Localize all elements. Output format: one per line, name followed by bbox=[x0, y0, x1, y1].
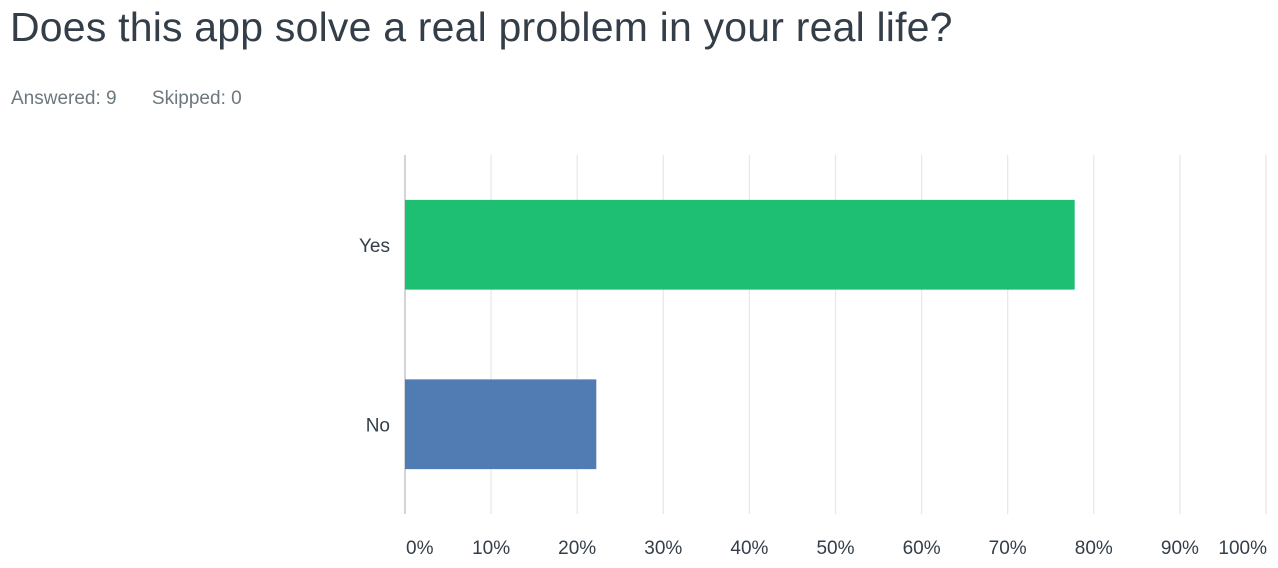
skipped-count: Skipped: 0 bbox=[151, 88, 242, 109]
x-tick-label: 80% bbox=[1075, 538, 1113, 559]
x-tick-label: 40% bbox=[730, 538, 768, 559]
x-tick-label: 0% bbox=[406, 538, 434, 559]
category-labels: Yes No bbox=[359, 236, 390, 437]
x-tick-labels: 0% 10% 20% 30% 40% 50% 60% 70% 80% 90% 100% bbox=[406, 538, 1267, 559]
bar-yes bbox=[405, 199, 1075, 290]
x-tick-label: 90% bbox=[1161, 538, 1199, 559]
bars bbox=[405, 199, 1075, 470]
question-title: Does this app solve a real problem in yo… bbox=[10, 4, 953, 50]
x-tick-label: 100% bbox=[1218, 538, 1267, 559]
x-tick-label: 50% bbox=[816, 538, 854, 559]
category-label-yes: Yes bbox=[359, 236, 390, 257]
response-stats: Answered: 9 Skipped: 0 bbox=[11, 88, 242, 110]
bar-no bbox=[405, 379, 597, 470]
x-tick-label: 60% bbox=[903, 538, 941, 559]
x-tick-label: 20% bbox=[558, 538, 596, 559]
x-tick-label: 70% bbox=[989, 538, 1027, 559]
x-tick-label: 10% bbox=[472, 538, 510, 559]
answered-count: Answered: 9 bbox=[11, 88, 117, 109]
x-tick-label: 30% bbox=[644, 538, 682, 559]
category-label-no: No bbox=[366, 415, 390, 436]
